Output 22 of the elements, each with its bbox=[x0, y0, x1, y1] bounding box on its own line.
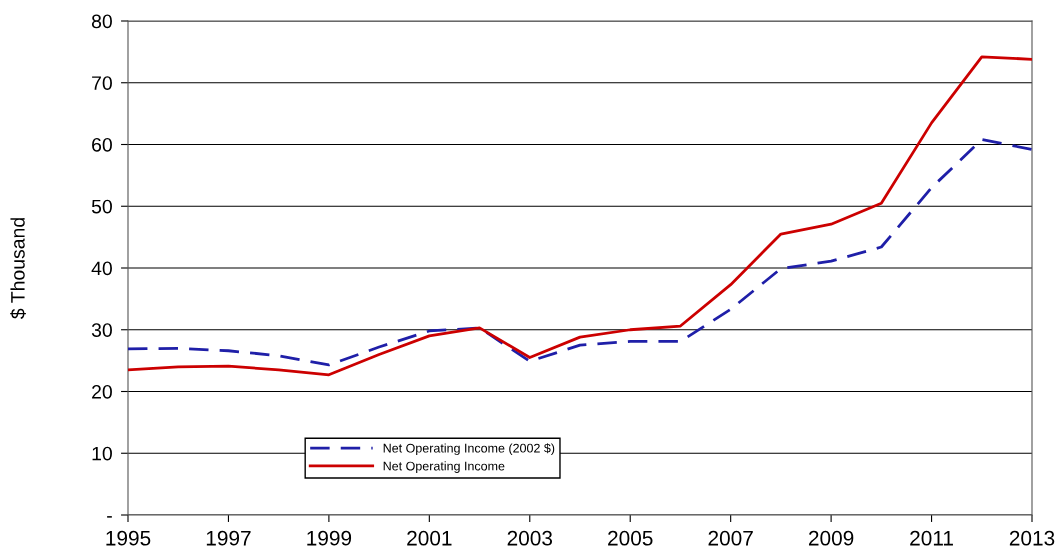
x-tick-label: 2005 bbox=[608, 530, 653, 546]
legend-label: Net Operating Income (2002 $) bbox=[383, 443, 555, 456]
legend-label: Net Operating Income bbox=[383, 461, 505, 473]
x-tick-label: 1995 bbox=[106, 530, 151, 546]
y-axis-title: $ Thousand bbox=[10, 218, 26, 319]
x-tick-label: 1997 bbox=[206, 530, 251, 546]
y-tick-label: 50 bbox=[91, 199, 112, 214]
y-tick-label: 30 bbox=[91, 323, 112, 337]
x-tick-label: 1999 bbox=[307, 530, 352, 546]
x-tick-label: 2009 bbox=[808, 530, 854, 546]
y-tick-label: - bbox=[107, 516, 112, 518]
x-tick-label: 2013 bbox=[1009, 530, 1055, 546]
y-tick-label: 60 bbox=[92, 137, 112, 152]
x-tick-label: 2011 bbox=[910, 530, 953, 546]
y-tick-label: 20 bbox=[92, 384, 112, 399]
x-tick-label: 2001 bbox=[407, 530, 452, 546]
x-tick-label: 2007 bbox=[708, 530, 753, 546]
x-tick-label: 2003 bbox=[507, 530, 553, 546]
y-tick-label: 80 bbox=[91, 14, 112, 29]
y-tick-label: 10 bbox=[92, 446, 112, 461]
y-tick-label: 40 bbox=[91, 261, 112, 276]
y-tick-label: 70 bbox=[92, 76, 112, 90]
